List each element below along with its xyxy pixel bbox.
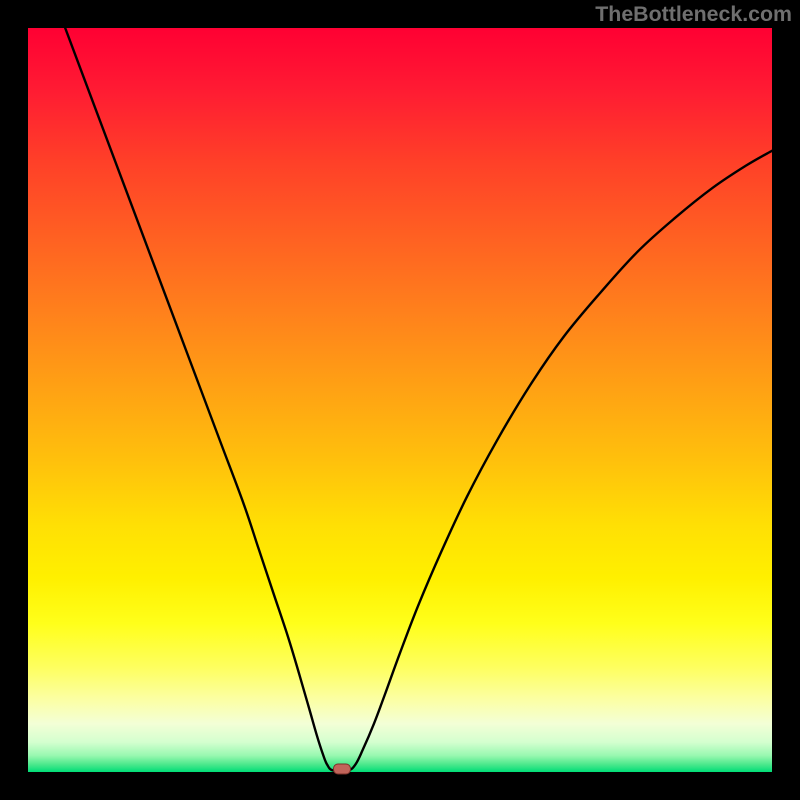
chart-frame: TheBottleneck.com [0, 0, 800, 800]
plot-area [28, 28, 772, 772]
bottleneck-curve [28, 28, 772, 772]
optimum-marker [333, 764, 351, 775]
watermark-text: TheBottleneck.com [595, 2, 792, 27]
